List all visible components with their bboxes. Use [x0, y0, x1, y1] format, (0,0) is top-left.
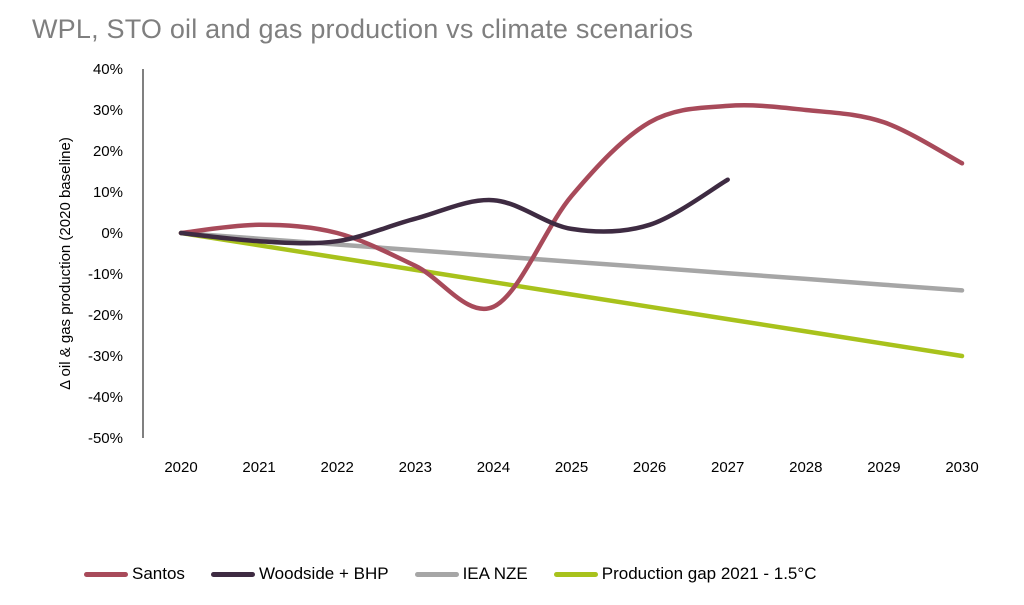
y-tick-label: 40% — [93, 61, 123, 78]
legend-item: IEA NZE — [414, 564, 528, 584]
x-tick-label: 2021 — [242, 459, 275, 476]
series-line-santos — [178, 103, 965, 311]
y-tick-label: 20% — [93, 143, 123, 160]
x-tick-label: 2026 — [633, 459, 666, 476]
chart-title: WPL, STO oil and gas production vs clima… — [32, 14, 694, 44]
legend-label: Production gap 2021 - 1.5°C — [601, 564, 817, 583]
chart-plot: 40% 30% 20% 10% 0% -10% -20% -30% -40% -50% 2020 20… — [57, 61, 979, 476]
x-tick-label: 2027 — [711, 459, 744, 476]
legend: Santos Woodside + BHP IEA NZE Production ga… — [84, 564, 842, 584]
legend-swatch — [84, 571, 128, 577]
x-tick-label: 2029 — [867, 459, 900, 476]
x-tick-label: 2022 — [321, 459, 354, 476]
legend-item: Production gap 2021 - 1.5°C — [553, 564, 817, 584]
y-tick-label: 0% — [101, 225, 123, 242]
legend-label: Santos — [132, 564, 185, 583]
y-axis-title: Δ oil & gas production (2020 baseline) — [57, 137, 74, 390]
legend-swatch — [553, 571, 598, 577]
y-tick-label: -30% — [88, 348, 123, 365]
y-axis-label-group: Δ oil & gas production (2020 baseline) — [57, 137, 74, 390]
legend-label: Woodside + BHP — [258, 564, 389, 583]
x-tick-label: 2024 — [477, 459, 510, 476]
x-tick-label: 2023 — [399, 459, 432, 476]
y-tick-label: -10% — [88, 266, 123, 283]
y-tick-label: 30% — [93, 102, 123, 119]
legend-item: Santos — [84, 564, 185, 584]
legend-swatch — [414, 571, 459, 577]
x-tick-label: 2025 — [555, 459, 588, 476]
y-tick-label: 10% — [93, 184, 123, 201]
legend-label: IEA NZE — [462, 564, 528, 583]
x-tick-label: 2030 — [945, 459, 978, 476]
legend-swatch — [210, 571, 255, 577]
y-tick-label: -50% — [88, 430, 123, 447]
x-tick-label: 2020 — [164, 459, 197, 476]
x-tick-label: 2028 — [789, 459, 822, 476]
series-line-woodside-bhp — [178, 177, 730, 246]
y-tick-label: -40% — [88, 389, 123, 406]
series-line-production-gap-2021-1-5-c — [178, 230, 965, 359]
series-group — [178, 103, 965, 359]
y-tick-label: -20% — [88, 307, 123, 324]
axes-group: 40% 30% 20% 10% 0% -10% -20% -30% -40% -50% 2020 20… — [88, 61, 979, 476]
legend-item: Woodside + BHP — [210, 564, 389, 584]
